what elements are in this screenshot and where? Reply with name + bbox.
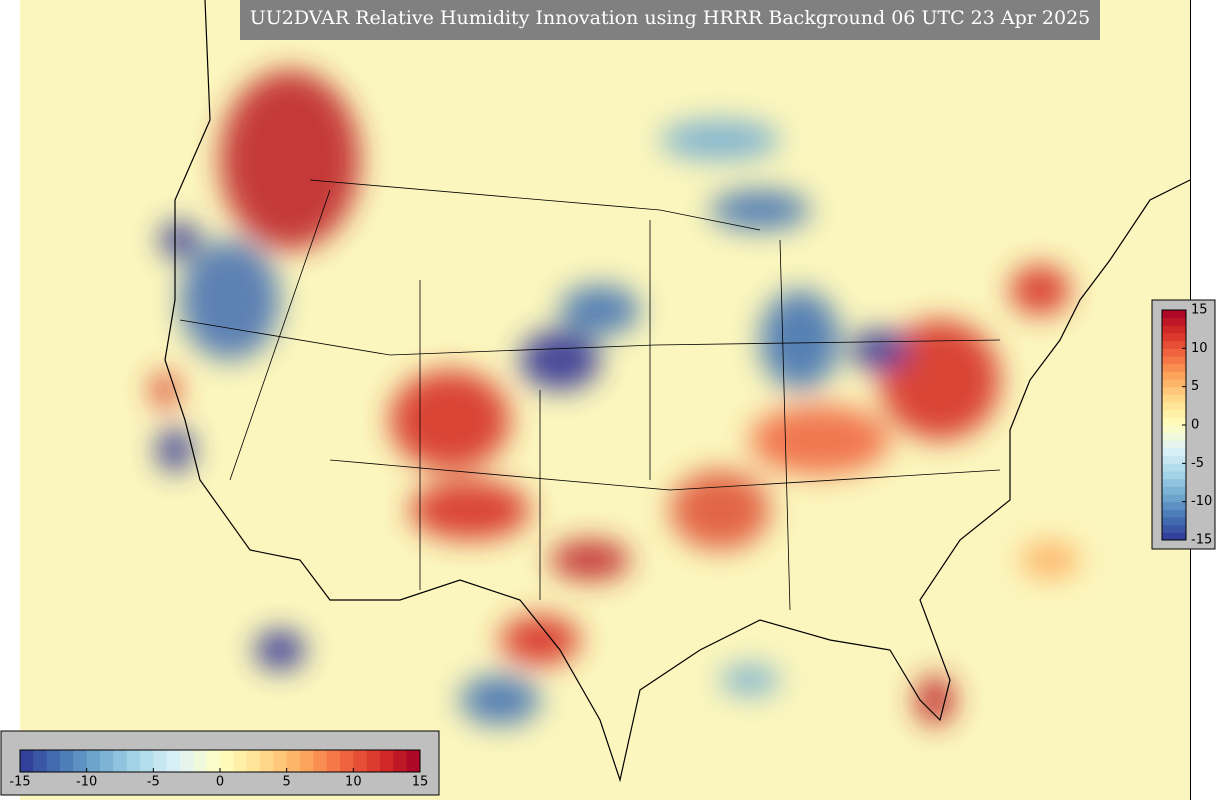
colorbar-tick-label: 15	[1191, 303, 1208, 318]
colorbar-segment	[1162, 340, 1186, 349]
colorbar-segment	[1162, 333, 1186, 342]
colorbar-segment	[46, 750, 61, 772]
colorbar-segment	[326, 750, 341, 772]
colorbar-tick-label: 10	[345, 775, 362, 790]
colorbar-segment	[60, 750, 74, 772]
colorbar-segment	[1162, 517, 1186, 526]
colorbar-segment	[1162, 371, 1186, 380]
colorbar-segment	[1162, 409, 1186, 418]
colorbar-segment	[1162, 501, 1186, 510]
colorbar-segment	[1162, 348, 1186, 357]
colorbar-segment	[100, 750, 114, 772]
colorbar-segment	[1162, 394, 1186, 403]
colorbar-segment	[340, 750, 354, 772]
colorbar-segment	[1162, 379, 1186, 388]
colorbar-segment	[166, 750, 181, 772]
colorbar-segment	[1162, 325, 1186, 334]
colorbar-segment	[1162, 524, 1186, 533]
colorbar-segment	[1162, 486, 1186, 495]
colorbar-segment	[1162, 425, 1186, 434]
colorbar-segment	[286, 750, 301, 772]
map-field	[20, 0, 1190, 800]
colorbar-segment	[1162, 463, 1186, 472]
colorbar-tick-label: -10	[1191, 494, 1212, 509]
colorbar-segment	[180, 750, 194, 772]
colorbar-segment	[366, 750, 381, 772]
colorbar-segment	[246, 750, 261, 772]
colorbar-segment	[1162, 317, 1186, 326]
colorbar-segment	[300, 750, 314, 772]
colorbar-tick-label: 5	[1191, 379, 1199, 394]
colorbar-tick-label: -10	[76, 775, 97, 790]
colorbar-segment	[73, 750, 88, 772]
colorbar-segment	[380, 750, 394, 772]
colorbar-segment	[20, 750, 34, 772]
colorbar-tick-label: 5	[283, 775, 291, 790]
colorbar-segment	[1162, 448, 1186, 457]
title-bar	[240, 0, 1100, 40]
colorbar-segment	[86, 750, 101, 772]
colorbar-segment	[1162, 471, 1186, 480]
colorbar-tick-label: 15	[412, 775, 429, 790]
colorbar-segment	[233, 750, 248, 772]
colorbar-segment	[1162, 363, 1186, 372]
colorbar-segment	[33, 750, 48, 772]
colorbar-segment	[313, 750, 328, 772]
colorbar-segment	[220, 750, 234, 772]
colorbar-segment	[1162, 440, 1186, 449]
colorbar-segment	[260, 750, 274, 772]
colorbar-segment	[206, 750, 221, 772]
colorbar-segment	[1162, 417, 1186, 426]
colorbar-segment	[1162, 455, 1186, 464]
colorbar-segment	[1162, 509, 1186, 518]
colorbar-segment	[1162, 432, 1186, 441]
colorbar-segment	[1162, 494, 1186, 503]
colorbar-segment	[353, 750, 368, 772]
colorbar-tick-label: -15	[1191, 533, 1212, 548]
colorbar-segment	[393, 750, 408, 772]
colorbar-segment	[1162, 310, 1186, 319]
map-title: UU2DVAR Relative Humidity Innovation usi…	[250, 7, 1091, 29]
colorbar-tick-label: -5	[147, 775, 160, 790]
colorbar-segment	[126, 750, 141, 772]
colorbar-segment	[1162, 478, 1186, 487]
colorbar-segment	[406, 750, 421, 772]
colorbar-segment	[140, 750, 154, 772]
colorbar-segment	[1162, 386, 1186, 395]
colorbar-tick-label: 0	[216, 775, 224, 790]
colorbar-segment	[1162, 356, 1186, 365]
colorbar-segment	[193, 750, 208, 772]
colorbar-segment	[273, 750, 288, 772]
colorbar-segment	[113, 750, 128, 772]
colorbar-segment	[1162, 402, 1186, 411]
colorbar-tick-label: 0	[1191, 418, 1199, 433]
colorbar-tick-label: 10	[1191, 341, 1208, 356]
colorbar-segment	[153, 750, 168, 772]
colorbar-segment	[1162, 532, 1186, 541]
colorbar-tick-label: -5	[1191, 456, 1204, 471]
colorbar-tick-label: -15	[9, 775, 30, 790]
